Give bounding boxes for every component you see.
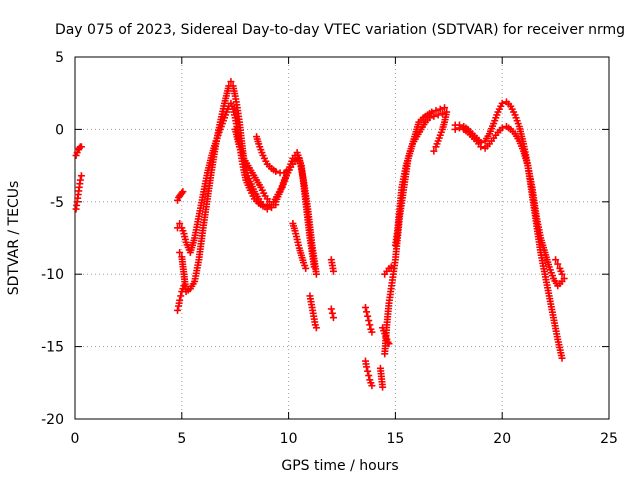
data-point [443,108,451,116]
data-point [302,264,310,272]
data-point [178,189,186,197]
data-point [379,383,387,391]
x-tick-label: 20 [493,431,511,447]
data-point [438,109,446,117]
data-point [368,382,376,390]
x-tick-label: 15 [386,431,404,447]
data-point [436,105,444,113]
data-point [363,308,371,316]
data-point [428,108,436,116]
data-point [366,321,374,329]
data-point [364,312,372,320]
data-point [560,275,568,283]
data-point [329,267,337,275]
data-point [365,317,373,325]
data-point [328,309,336,317]
x-tick-label: 0 [71,431,80,447]
data-point [272,167,280,175]
plot-frame [74,56,610,420]
y-tick-label: -5 [50,195,64,211]
data-point [77,172,85,180]
data-point [364,367,372,375]
data-point [176,220,184,228]
data-point [179,188,187,196]
x-tick-label: 5 [177,431,186,447]
y-tick-label: 0 [55,122,64,138]
data-point [554,260,562,268]
data-points [72,78,568,391]
data-point [174,306,182,314]
data-point [477,143,485,151]
data-point [451,125,459,133]
data-point [227,78,235,86]
data-point [498,124,506,132]
x-tick-label: 25 [600,431,618,447]
data-point [558,270,566,278]
data-point [312,324,320,332]
data-point [263,205,271,213]
data-point [327,305,335,313]
data-point [312,270,320,278]
data-point [177,292,185,300]
data-point [387,263,395,271]
data-point [455,124,463,132]
data-point [77,143,85,151]
chart-title: Day 075 of 2023, Sidereal Day-to-day VTE… [55,22,625,38]
data-point [361,304,369,312]
y-tick-label: 5 [55,50,64,66]
y-axis-label: SDTVAR / TECUs [6,181,22,296]
y-tick-labels: -20 -15 -10 -5 0 5 [41,50,64,428]
data-point [552,256,560,264]
data-point [432,107,440,115]
data-point [329,314,337,322]
data-point [498,99,506,107]
x-tick-label: 10 [280,431,298,447]
data-point [176,296,184,304]
y-tick-label: -15 [41,340,64,356]
data-point [430,147,438,155]
data-point [558,354,566,362]
x-tick-labels: 0 5 10 15 20 25 [71,431,618,447]
axis-ticks [74,56,610,420]
data-point [176,248,184,256]
y-tick-label: -10 [41,267,64,283]
y-tick-label: -20 [41,412,64,428]
data-point [365,372,373,380]
data-point [368,328,376,336]
data-point [441,104,449,112]
data-point [430,112,438,120]
data-point [310,263,318,271]
x-axis-label: GPS time / hours [281,458,398,474]
data-point [434,111,442,119]
data-point [363,363,371,371]
data-point [76,176,84,184]
grid-lines [75,57,609,419]
